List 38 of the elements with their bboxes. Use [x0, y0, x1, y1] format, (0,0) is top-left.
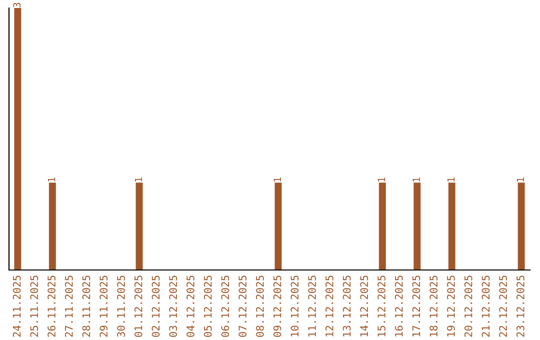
x-tick-label: 28.11.2025 — [82, 276, 90, 337]
x-tick-label: 01.12.2025 — [134, 276, 142, 337]
data-label: 1 — [412, 177, 420, 182]
x-tick-label: 25.11.2025 — [30, 276, 38, 337]
x-tick-label: 18.12.2025 — [430, 276, 438, 336]
x-tick-label: 21.12.2025 — [482, 276, 490, 337]
x-tick-label: 13.12.2025 — [342, 276, 351, 336]
x-tick-label: 06.12.2025 — [221, 276, 230, 337]
x-tick-label: 08.12.2025 — [256, 276, 264, 337]
data-label: 1 — [48, 177, 56, 182]
x-tick-label: 02.12.2025 — [152, 276, 160, 337]
x-tick-label: 19.12.2025 — [447, 276, 455, 336]
x-tick-label: 03.12.2025 — [169, 276, 178, 337]
x-tick-label: 17.12.2025 — [412, 276, 420, 336]
x-tick-label: 11.12.2025 — [308, 276, 316, 336]
x-tick-label: 23.12.2025 — [516, 276, 524, 337]
data-label: 3 — [13, 2, 21, 8]
x-tick-label: 09.12.2025 — [273, 276, 282, 337]
x-tick-label: 15.12.2025 — [378, 276, 386, 336]
data-label: 1 — [516, 177, 524, 182]
x-tick-label: 29.11.2025 — [100, 276, 108, 337]
x-tick-label: 30.11.2025 — [117, 276, 125, 337]
data-label: 1 — [134, 177, 142, 182]
data-label: 1 — [274, 177, 281, 182]
x-tick-label: 12.12.2025 — [325, 276, 334, 336]
x-tick-label: 10.12.2025 — [290, 276, 299, 336]
x-tick-label: 05.12.2025 — [204, 276, 212, 337]
x-tick-label: 07.12.2025 — [238, 276, 246, 337]
x-tick-label: 20.12.2025 — [464, 276, 472, 337]
x-tick-label: 14.12.2025 — [360, 276, 368, 336]
data-label: 1 — [447, 177, 455, 182]
x-tick-label: 24.11.2025 — [12, 276, 21, 337]
x-tick-label: 27.11.2025 — [64, 276, 73, 337]
data-label: 1 — [378, 177, 386, 182]
x-tick-label: 22.12.2025 — [499, 276, 507, 337]
x-tick-label: 26.11.2025 — [48, 276, 56, 337]
x-tick-label: 16.12.2025 — [394, 276, 403, 336]
x-tick-label: 04.12.2025 — [186, 276, 194, 337]
